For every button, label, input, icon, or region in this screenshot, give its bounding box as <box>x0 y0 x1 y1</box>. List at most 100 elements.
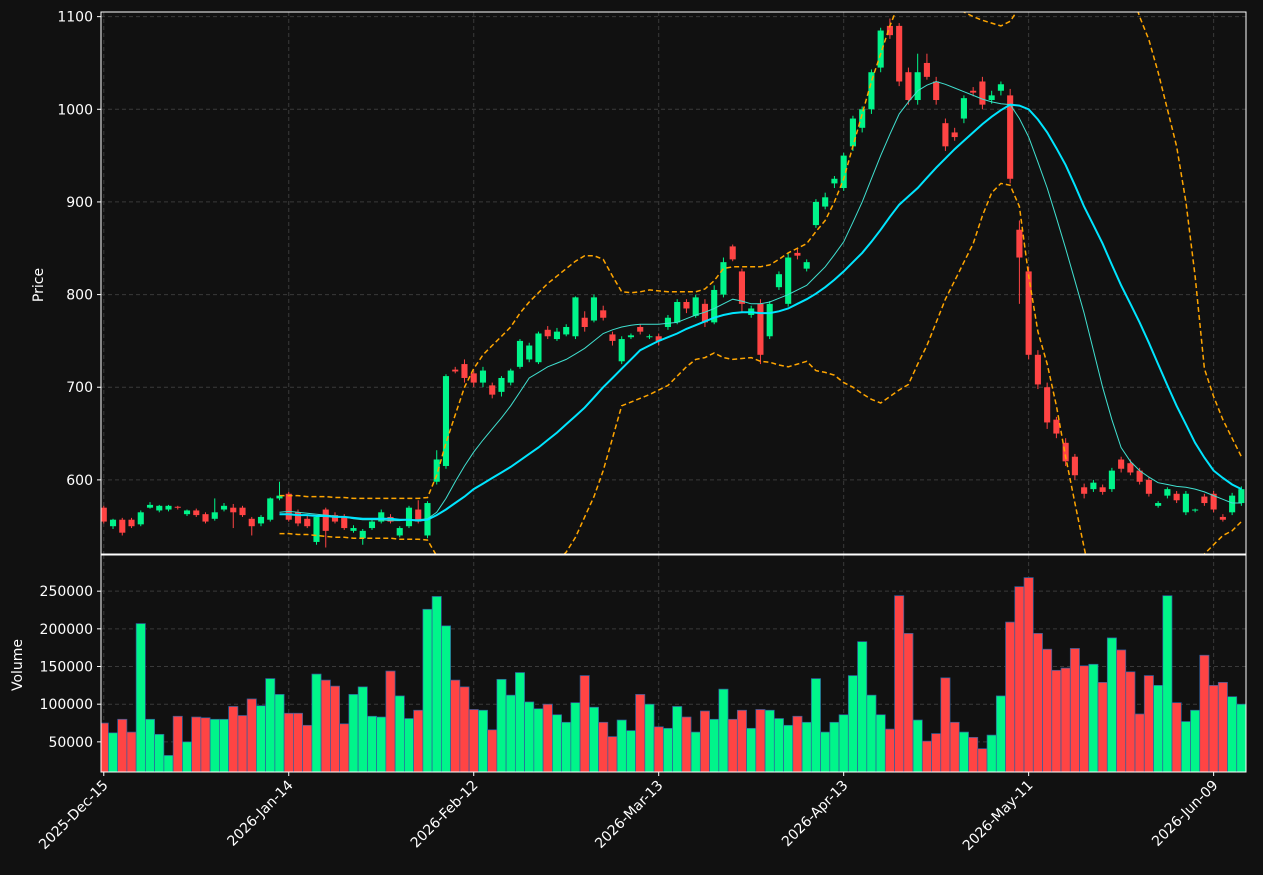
volume-bar <box>191 716 202 772</box>
candle-body <box>979 81 986 105</box>
volume-bar <box>330 685 340 772</box>
candle-body <box>803 262 810 269</box>
volume-bar <box>903 633 914 772</box>
volume-bar <box>986 734 997 772</box>
volume-bar <box>450 679 461 772</box>
candle-body <box>1173 493 1180 501</box>
candle-body <box>933 81 940 101</box>
volume-bar <box>607 736 618 772</box>
candle-body <box>822 197 829 207</box>
volume-bar <box>570 702 581 772</box>
volume-bar <box>496 678 507 772</box>
candle-body <box>415 509 422 522</box>
candle-body <box>276 495 283 499</box>
candle-body <box>442 376 450 466</box>
volume-bar <box>1097 681 1108 772</box>
y-tick-label: 1100 <box>57 10 93 26</box>
volume-bar <box>348 694 359 772</box>
candle-body <box>720 262 727 295</box>
y-tick-label: 900 <box>66 195 93 211</box>
volume-bar <box>117 718 128 772</box>
candle-body <box>942 123 949 147</box>
volume-bar <box>274 694 285 772</box>
y-axis-label: Price <box>31 268 47 302</box>
volume-bar <box>894 595 905 772</box>
candle-body <box>1071 456 1078 476</box>
candle-body <box>119 519 126 533</box>
candle-body <box>368 521 376 529</box>
volume-bar <box>625 730 636 772</box>
candle-body <box>128 519 135 527</box>
candle-body <box>1034 354 1041 385</box>
candle-body <box>729 246 736 260</box>
axes-frame <box>100 11 1247 555</box>
candle-body <box>1210 493 1217 510</box>
candle-body <box>896 25 903 82</box>
volume-bar <box>385 670 396 772</box>
volume-bar <box>478 709 488 772</box>
y-tick-label: 50000 <box>48 735 93 751</box>
volume-bar <box>200 717 211 772</box>
volume-bar <box>1227 696 1238 772</box>
candle-body <box>516 340 524 367</box>
candle-body <box>109 519 117 527</box>
volume-bar <box>764 709 775 772</box>
candle-body <box>738 271 745 304</box>
volume-bar <box>588 706 599 772</box>
volume-bar <box>616 719 627 772</box>
candle-body <box>701 303 708 323</box>
volume-bar <box>293 712 303 772</box>
candle-body <box>535 333 542 363</box>
candle-body <box>193 510 200 516</box>
volume-bar <box>394 695 405 772</box>
volume-bar <box>1014 586 1025 772</box>
candle-body <box>183 510 191 515</box>
candle-body <box>563 327 570 335</box>
volume-bar <box>579 675 590 772</box>
volume-bar <box>551 714 562 772</box>
candle-body <box>627 335 635 338</box>
volume-bar <box>1023 577 1034 772</box>
volume-bar <box>783 724 794 772</box>
candle-body <box>1136 470 1143 482</box>
volume-bar <box>1143 675 1154 772</box>
candle-body <box>461 364 468 378</box>
candle-body <box>156 505 163 511</box>
price-panel: 600 700 800 900 1000 1100 <box>57 10 1247 555</box>
candle-body <box>646 336 653 338</box>
volume-bar <box>283 712 294 772</box>
indicator-line <box>279 12 1243 500</box>
candle-body <box>1145 479 1152 494</box>
candle-body <box>1099 487 1106 492</box>
volume-bar <box>1236 703 1246 772</box>
candle-body <box>775 274 782 288</box>
candle-body <box>285 493 292 520</box>
volume-bar <box>320 679 331 772</box>
volume-bar <box>228 706 239 772</box>
candle-body <box>1219 516 1226 520</box>
candle-body <box>988 95 995 101</box>
volume-bar <box>172 715 183 772</box>
volume-bar <box>977 748 988 772</box>
candle-body <box>267 498 274 520</box>
candle-body <box>849 118 856 147</box>
volume-bar <box>163 755 174 772</box>
volume-bar <box>792 715 803 772</box>
candle-body <box>174 506 181 508</box>
candle-body <box>101 507 107 522</box>
volume-bar <box>1190 709 1201 772</box>
volume-bar <box>884 728 895 772</box>
candle-body <box>1007 95 1014 179</box>
candle-body <box>304 518 311 527</box>
volume-bar <box>912 719 923 772</box>
candle-body <box>1025 271 1032 355</box>
volume-bar <box>662 727 673 772</box>
volume-bar <box>1217 681 1228 772</box>
volume-bar <box>339 723 350 772</box>
candle-body <box>1108 470 1115 490</box>
volume-bar <box>801 721 812 772</box>
y-tick-label: 150000 <box>40 660 93 676</box>
volume-bar <box>1079 665 1090 772</box>
volume-bar <box>1042 648 1053 772</box>
